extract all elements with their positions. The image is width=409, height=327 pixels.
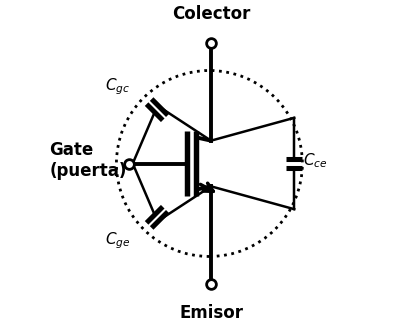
Text: $C_{gc}$: $C_{gc}$ [105, 77, 130, 97]
Text: Emisor: Emisor [179, 304, 243, 322]
Text: $C_{ge}$: $C_{ge}$ [105, 231, 130, 251]
Text: Gate
(puerta): Gate (puerta) [49, 141, 127, 180]
Text: $C_{ce}$: $C_{ce}$ [303, 151, 328, 170]
Text: Colector: Colector [172, 5, 250, 23]
